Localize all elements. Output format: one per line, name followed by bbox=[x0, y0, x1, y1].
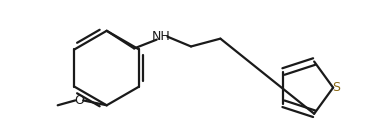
Text: S: S bbox=[332, 81, 340, 94]
Text: NH: NH bbox=[152, 30, 171, 43]
Text: O: O bbox=[74, 94, 84, 107]
